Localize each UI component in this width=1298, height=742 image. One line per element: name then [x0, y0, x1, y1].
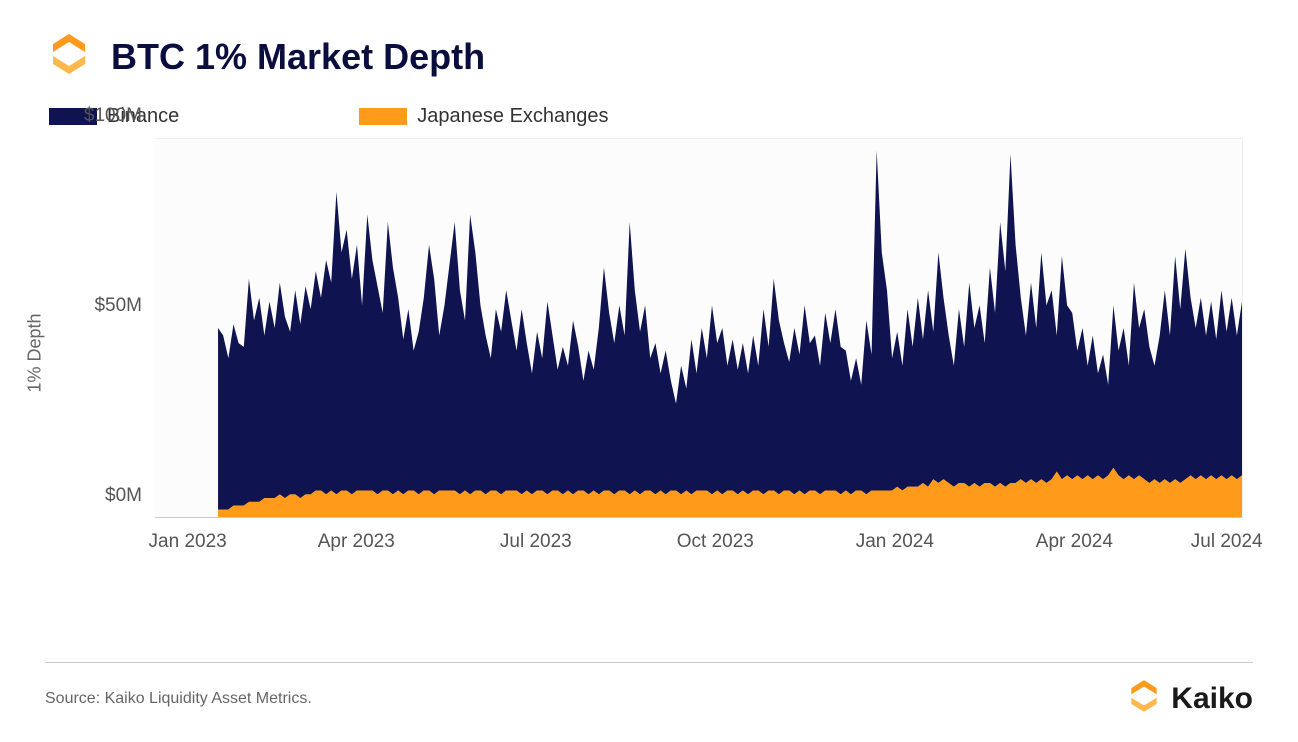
kaiko-logo-icon	[1125, 677, 1163, 720]
plot-container	[155, 138, 1243, 518]
source-text: Source: Kaiko Liquidity Asset Metrics.	[45, 690, 312, 708]
brand-name: Kaiko	[1171, 682, 1253, 716]
y-tick-label: $50M	[94, 295, 142, 317]
y-axis-ticks: $0M$50M$100M	[45, 138, 150, 518]
stacked-area-svg	[155, 139, 1242, 517]
plot-background	[155, 138, 1243, 518]
x-tick-label: Apr 2024	[1036, 531, 1113, 553]
chart-title: BTC 1% Market Depth	[111, 36, 485, 78]
brand-block: Kaiko	[1125, 677, 1253, 720]
x-tick-label: Jan 2023	[149, 531, 227, 553]
x-tick-label: Apr 2023	[318, 531, 395, 553]
y-tick-label: $0M	[105, 485, 142, 507]
legend-swatch	[359, 108, 407, 125]
x-tick-label: Oct 2023	[677, 531, 754, 553]
legend-item-japanese: Japanese Exchanges	[359, 105, 608, 128]
chart-legend: Binance Japanese Exchanges	[45, 105, 1253, 128]
chart-footer: Source: Kaiko Liquidity Asset Metrics. K…	[45, 662, 1253, 720]
kaiko-logo-icon	[45, 30, 93, 83]
area-series-binance	[218, 150, 1242, 509]
chart-area: 1% Depth $0M$50M$100M Jan 2023Apr 2023Ju…	[45, 138, 1253, 568]
y-tick-label: $100M	[84, 105, 142, 127]
chart-header: BTC 1% Market Depth	[45, 30, 1253, 83]
x-tick-label: Jan 2024	[856, 531, 934, 553]
x-tick-label: Jul 2023	[500, 531, 572, 553]
x-axis-ticks: Jan 2023Apr 2023Jul 2023Oct 2023Jan 2024…	[155, 523, 1243, 568]
x-tick-label: Jul 2024	[1191, 531, 1263, 553]
footer-divider	[45, 662, 1253, 663]
y-axis-label: 1% Depth	[25, 313, 46, 392]
legend-label: Japanese Exchanges	[417, 105, 608, 128]
